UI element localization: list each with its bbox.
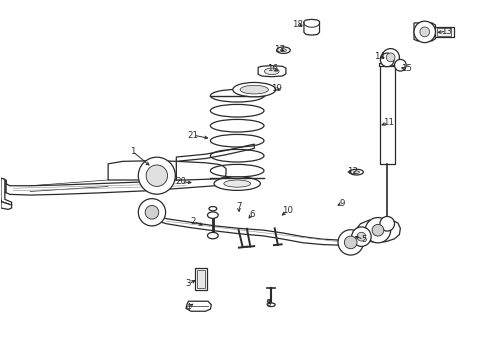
Ellipse shape <box>207 232 218 239</box>
Circle shape <box>394 59 406 71</box>
Bar <box>436 28 450 36</box>
Polygon shape <box>304 19 319 35</box>
Text: 1: 1 <box>129 147 135 156</box>
Bar <box>378 63 395 66</box>
Polygon shape <box>108 161 176 180</box>
Bar <box>379 65 394 164</box>
Text: 17: 17 <box>273 45 285 54</box>
Bar <box>434 27 453 37</box>
Ellipse shape <box>349 169 363 175</box>
Ellipse shape <box>214 177 260 190</box>
Polygon shape <box>1 178 6 195</box>
Text: 4: 4 <box>185 303 191 312</box>
Text: 21: 21 <box>187 131 199 140</box>
Text: 12: 12 <box>346 167 357 176</box>
Text: 10: 10 <box>281 206 292 215</box>
Polygon shape <box>413 22 434 41</box>
Circle shape <box>379 216 394 231</box>
Ellipse shape <box>232 82 275 97</box>
Ellipse shape <box>207 212 218 219</box>
Text: 19: 19 <box>270 84 281 93</box>
Polygon shape <box>176 144 254 161</box>
Ellipse shape <box>353 171 359 174</box>
Text: 8: 8 <box>264 299 270 308</box>
Text: 5: 5 <box>360 235 366 244</box>
Text: 13: 13 <box>440 27 451 36</box>
Ellipse shape <box>280 49 286 51</box>
Text: 20: 20 <box>175 177 186 186</box>
Circle shape <box>138 157 175 194</box>
Text: 3: 3 <box>185 279 191 288</box>
Text: 7: 7 <box>235 202 241 211</box>
Text: 11: 11 <box>383 118 393 127</box>
Ellipse shape <box>264 68 279 75</box>
Text: 2: 2 <box>190 217 196 226</box>
Polygon shape <box>185 301 211 311</box>
Bar <box>194 268 206 290</box>
Text: 6: 6 <box>248 210 254 219</box>
Circle shape <box>146 165 167 186</box>
Text: 14: 14 <box>374 52 385 61</box>
Circle shape <box>419 27 429 37</box>
Bar <box>196 270 204 288</box>
Circle shape <box>386 53 394 62</box>
Polygon shape <box>258 66 285 77</box>
Text: 16: 16 <box>267 64 278 73</box>
Ellipse shape <box>208 207 216 211</box>
Circle shape <box>380 53 393 67</box>
Polygon shape <box>176 161 225 180</box>
Circle shape <box>145 206 159 219</box>
Circle shape <box>413 21 434 42</box>
Ellipse shape <box>240 85 268 94</box>
Circle shape <box>351 227 370 246</box>
Text: 9: 9 <box>339 199 344 208</box>
Circle shape <box>371 224 383 236</box>
Ellipse shape <box>224 180 250 187</box>
Ellipse shape <box>267 303 275 307</box>
Polygon shape <box>1 178 12 205</box>
Polygon shape <box>1 200 12 210</box>
Circle shape <box>381 49 399 66</box>
Polygon shape <box>355 219 400 242</box>
Circle shape <box>365 217 390 243</box>
Circle shape <box>337 230 363 255</box>
Circle shape <box>138 199 165 226</box>
Ellipse shape <box>276 47 290 53</box>
Text: 18: 18 <box>291 19 302 28</box>
Polygon shape <box>144 209 356 245</box>
Circle shape <box>356 232 365 241</box>
Circle shape <box>344 236 356 249</box>
Text: 15: 15 <box>400 64 411 73</box>
Polygon shape <box>6 179 222 195</box>
